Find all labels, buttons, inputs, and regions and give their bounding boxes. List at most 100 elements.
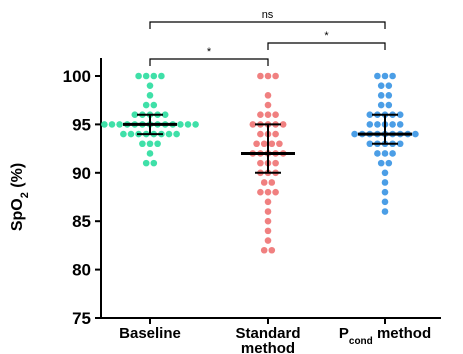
- significance-label-1: *: [324, 30, 329, 42]
- data-point: [272, 188, 279, 196]
- data-point: [257, 130, 264, 138]
- data-point: [268, 140, 276, 148]
- data-point: [272, 159, 279, 167]
- data-point: [135, 72, 142, 80]
- data-point: [268, 179, 276, 186]
- data-point: [184, 121, 192, 128]
- data-point: [276, 140, 283, 148]
- data-point: [264, 227, 272, 235]
- data-point: [253, 140, 260, 148]
- y-tick-label-100: 100: [63, 67, 91, 86]
- data-point: [139, 140, 146, 148]
- data-point: [389, 150, 396, 157]
- data-point: [264, 217, 272, 225]
- data-point: [101, 121, 108, 128]
- data-point: [260, 246, 268, 254]
- data-point: [385, 159, 393, 167]
- y-axis-label: SpO2 (%): [9, 163, 31, 231]
- data-point: [192, 121, 199, 128]
- y-tick-label-80: 80: [72, 261, 91, 280]
- data-point: [396, 111, 404, 119]
- data-point: [249, 121, 257, 128]
- data-point: [381, 169, 389, 177]
- data-point: [150, 159, 158, 167]
- data-point: [264, 101, 272, 109]
- data-point: [142, 159, 150, 167]
- data-point: [272, 130, 279, 138]
- data-point: [366, 140, 374, 148]
- data-point: [389, 72, 396, 80]
- data-point: [351, 130, 358, 138]
- data-point: [385, 101, 393, 109]
- data-point: [264, 237, 272, 244]
- significance-label-2: ns: [262, 9, 274, 21]
- data-point: [366, 121, 374, 128]
- data-point: [173, 130, 180, 138]
- data-point: [374, 72, 381, 80]
- significance-label-0: *: [207, 46, 212, 58]
- data-point: [396, 121, 404, 128]
- data-point: [381, 208, 389, 215]
- data-point: [377, 101, 385, 109]
- data-point: [389, 121, 396, 128]
- data-point: [257, 188, 264, 196]
- data-point: [377, 92, 385, 99]
- data-point: [268, 246, 276, 254]
- data-point: [177, 121, 184, 128]
- data-point: [264, 72, 272, 80]
- data-point: [158, 72, 165, 80]
- data-point: [264, 188, 272, 196]
- y-tick-label-95: 95: [72, 115, 91, 134]
- data-point: [127, 130, 135, 138]
- data-point: [381, 188, 389, 196]
- data-point: [264, 208, 272, 215]
- x-tick-label-1-line1: method: [241, 340, 295, 354]
- data-point: [381, 150, 389, 157]
- data-point: [377, 82, 385, 89]
- data-point: [260, 140, 268, 148]
- data-point: [146, 82, 154, 89]
- data-point: [257, 159, 264, 167]
- data-point: [108, 121, 116, 128]
- data-point: [165, 130, 173, 138]
- data-point: [257, 72, 264, 80]
- data-point: [161, 111, 169, 119]
- data-point: [150, 72, 158, 80]
- data-point: [279, 121, 287, 128]
- data-point: [257, 111, 264, 119]
- data-point: [260, 179, 268, 186]
- data-point: [374, 150, 381, 157]
- data-point: [142, 101, 150, 109]
- data-point: [146, 92, 154, 99]
- data-point: [154, 140, 161, 148]
- data-point: [146, 150, 154, 157]
- y-tick-label-85: 85: [72, 212, 91, 231]
- data-point: [381, 179, 389, 186]
- data-point: [116, 121, 123, 128]
- y-tick-label-90: 90: [72, 164, 91, 183]
- data-point: [264, 198, 272, 206]
- x-tick-label-2: Pcond method: [339, 325, 431, 347]
- data-point: [264, 111, 272, 119]
- x-tick-label-0: Baseline: [119, 325, 181, 342]
- data-point: [385, 82, 393, 89]
- data-point: [377, 159, 385, 167]
- data-point: [381, 72, 389, 80]
- x-tick-label-1-line0: Standard: [235, 325, 300, 342]
- data-point: [272, 111, 279, 119]
- data-point: [396, 140, 404, 148]
- significance-bracket-1: [267, 42, 386, 50]
- y-tick-label-75: 75: [72, 309, 91, 328]
- data-point: [374, 121, 381, 128]
- data-point: [142, 72, 150, 80]
- data-point: [264, 92, 272, 99]
- data-point: [385, 92, 393, 99]
- data-point: [366, 111, 374, 119]
- data-point: [131, 111, 139, 119]
- data-point: [120, 130, 127, 138]
- significance-bracket-0: [149, 58, 269, 66]
- data-point: [412, 130, 419, 138]
- data-point: [146, 140, 154, 148]
- data-point: [272, 72, 279, 80]
